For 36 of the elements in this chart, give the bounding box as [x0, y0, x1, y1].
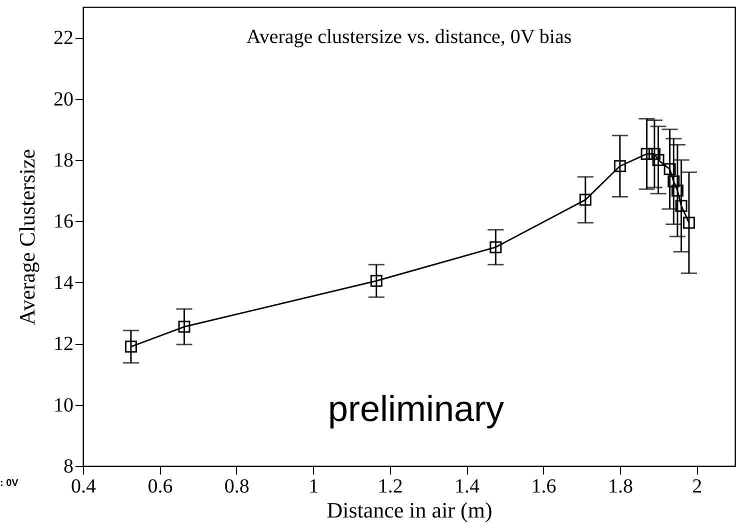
text: : 0V [0, 478, 19, 489]
point [675, 200, 688, 212]
x-tick-label: 0.6 [148, 476, 173, 498]
y-tick-label: 10 [54, 394, 74, 416]
point [124, 340, 137, 353]
x-tick-label: 1.6 [531, 476, 556, 498]
point [614, 160, 626, 172]
y-tick-label: 20 [54, 88, 74, 110]
x-axis-title: Distance in air (m) [326, 498, 492, 522]
y-tick-label: 22 [54, 27, 74, 50]
point [640, 148, 653, 160]
x-tick-label: 0.4 [71, 476, 96, 498]
x-tick-label: 2 [692, 476, 702, 498]
point [648, 148, 660, 160]
y-tick-label: 18 [54, 150, 74, 172]
point [370, 274, 382, 287]
y-tick-label: 8 [64, 456, 74, 478]
point [490, 241, 502, 254]
point [668, 175, 680, 188]
point [652, 154, 664, 166]
x-tick-label: 0.8 [224, 476, 250, 498]
text: Average clustersize vs. distance, 0V bias [246, 26, 572, 48]
point [579, 194, 592, 206]
x-tick-label: 1.4 [454, 476, 480, 498]
point [671, 184, 684, 197]
point [664, 163, 676, 176]
x-tick-label: 1.8 [608, 476, 633, 498]
y-tick-label: 14 [54, 272, 74, 294]
x-tick-label: 1.2 [378, 476, 403, 498]
annotation: preliminary [328, 388, 504, 429]
x-tick-label: 1 [308, 476, 319, 498]
y-tick-label: 12 [54, 333, 74, 356]
point [682, 216, 695, 229]
point [178, 320, 190, 333]
y-axis-title: Average Clustersize [14, 148, 40, 326]
y-tick-label: 16 [54, 210, 74, 233]
